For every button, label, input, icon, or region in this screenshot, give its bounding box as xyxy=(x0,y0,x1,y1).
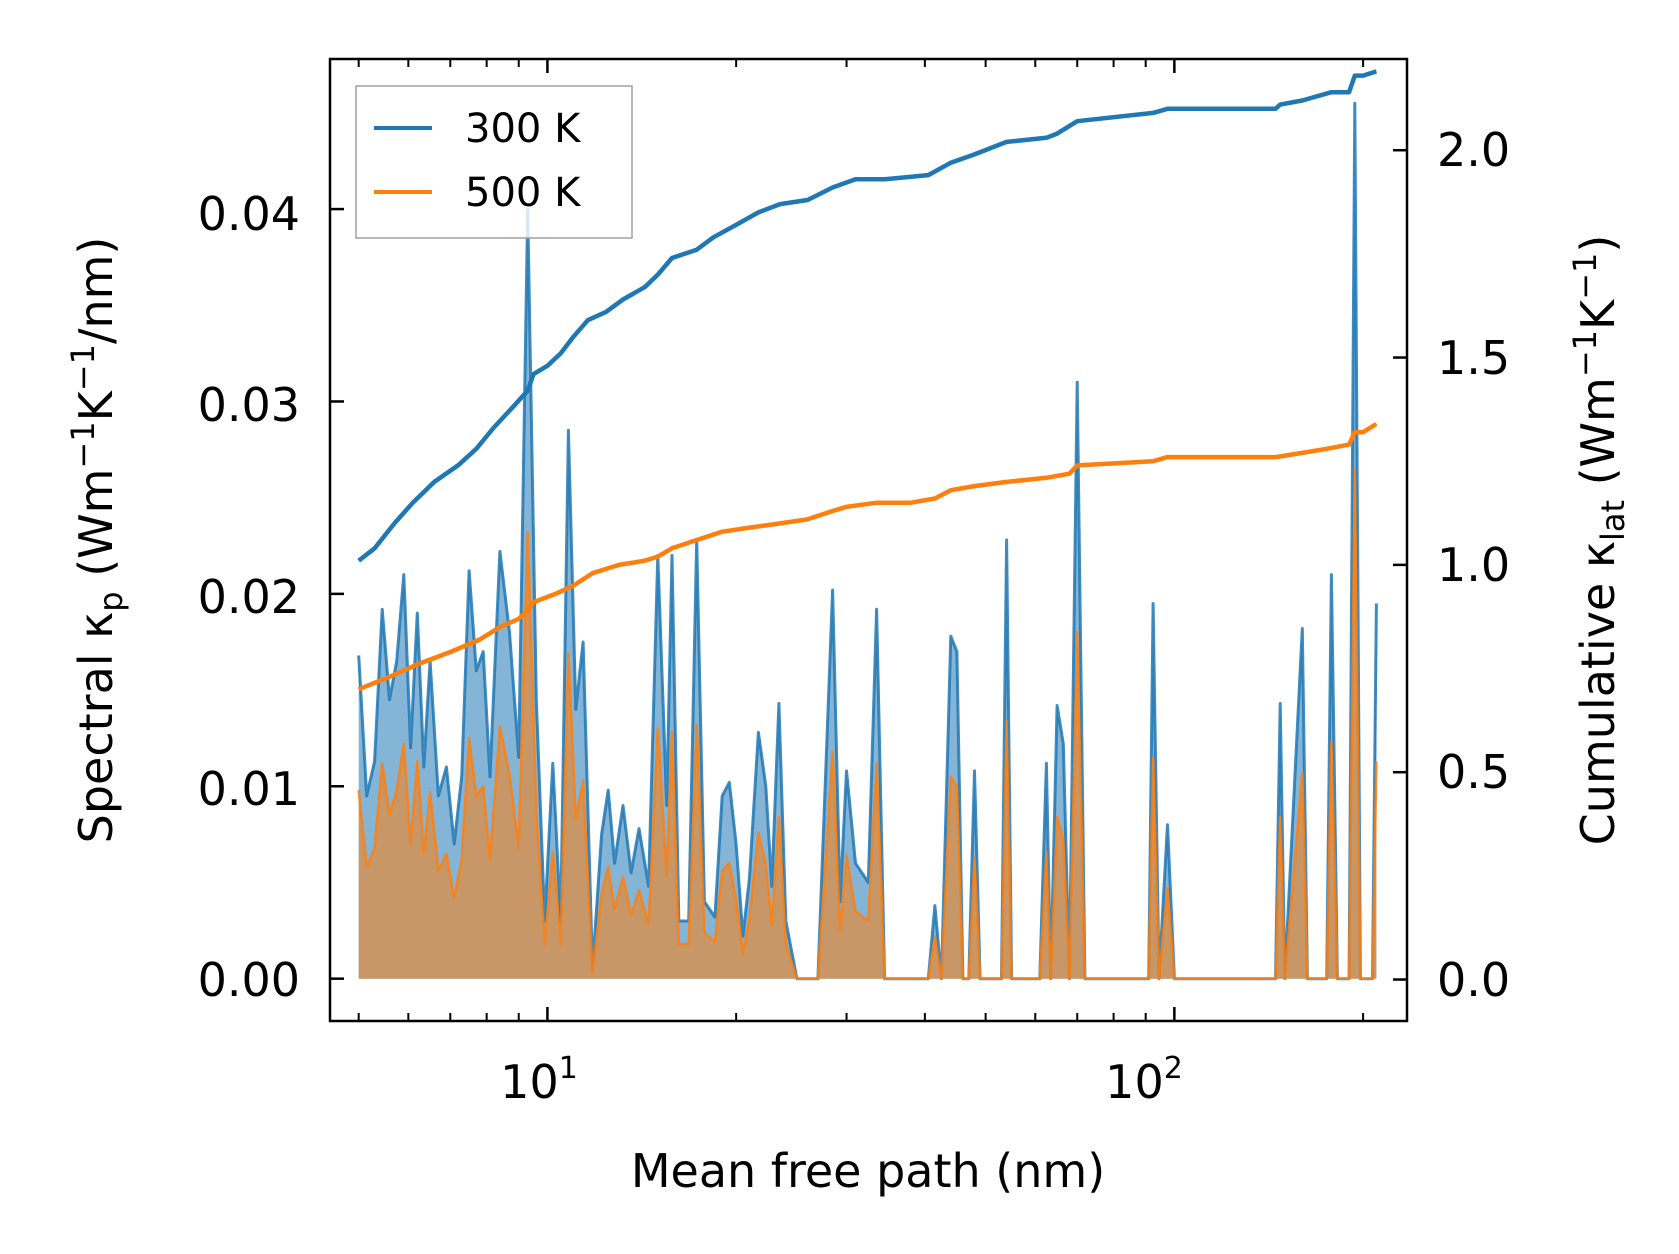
x-tick-label-10: 101 xyxy=(500,1051,578,1109)
x-tick-label-100: 102 xyxy=(1105,1051,1183,1109)
y-left-axis-title: Spectral κp (Wm−1K−1/nm) xyxy=(64,237,130,844)
y-left-tick-label-4: 0.04 xyxy=(198,187,300,241)
y-left-tick-label-2: 0.02 xyxy=(198,570,300,624)
y-right-tick-label-2: 1.0 xyxy=(1437,538,1510,592)
plot-frame xyxy=(328,57,1409,1023)
y-left-tick-label-0: 0.00 xyxy=(198,953,300,1007)
legend-label-500k: 500 K xyxy=(465,170,582,216)
cumulative-line-300k xyxy=(357,69,1378,563)
y-left-tick-label-3: 0.03 xyxy=(198,378,300,432)
plot-area xyxy=(357,69,1378,981)
y-right-tick-label-4: 2.0 xyxy=(1437,123,1510,177)
y-right-tick-label-3: 1.5 xyxy=(1437,331,1510,385)
spectral-line-500k xyxy=(357,467,1378,980)
spectral-area-500k xyxy=(358,468,1377,979)
cumulative-line-500k xyxy=(357,421,1378,692)
legend-label-300k: 300 K xyxy=(465,106,582,152)
legend-box xyxy=(355,85,633,239)
y-right-axis-title: Cumulative κlat (Wm−1K−1) xyxy=(1566,235,1632,846)
x-axis-title: Mean free path (nm) xyxy=(631,1144,1105,1198)
y-right-tick-label-1: 0.5 xyxy=(1437,745,1510,799)
y-left-tick-label-1: 0.01 xyxy=(198,762,300,816)
axes xyxy=(330,59,1407,1021)
legend: 300 K 500 K xyxy=(355,85,633,239)
y-right-tick-label-0: 0.0 xyxy=(1437,953,1510,1007)
